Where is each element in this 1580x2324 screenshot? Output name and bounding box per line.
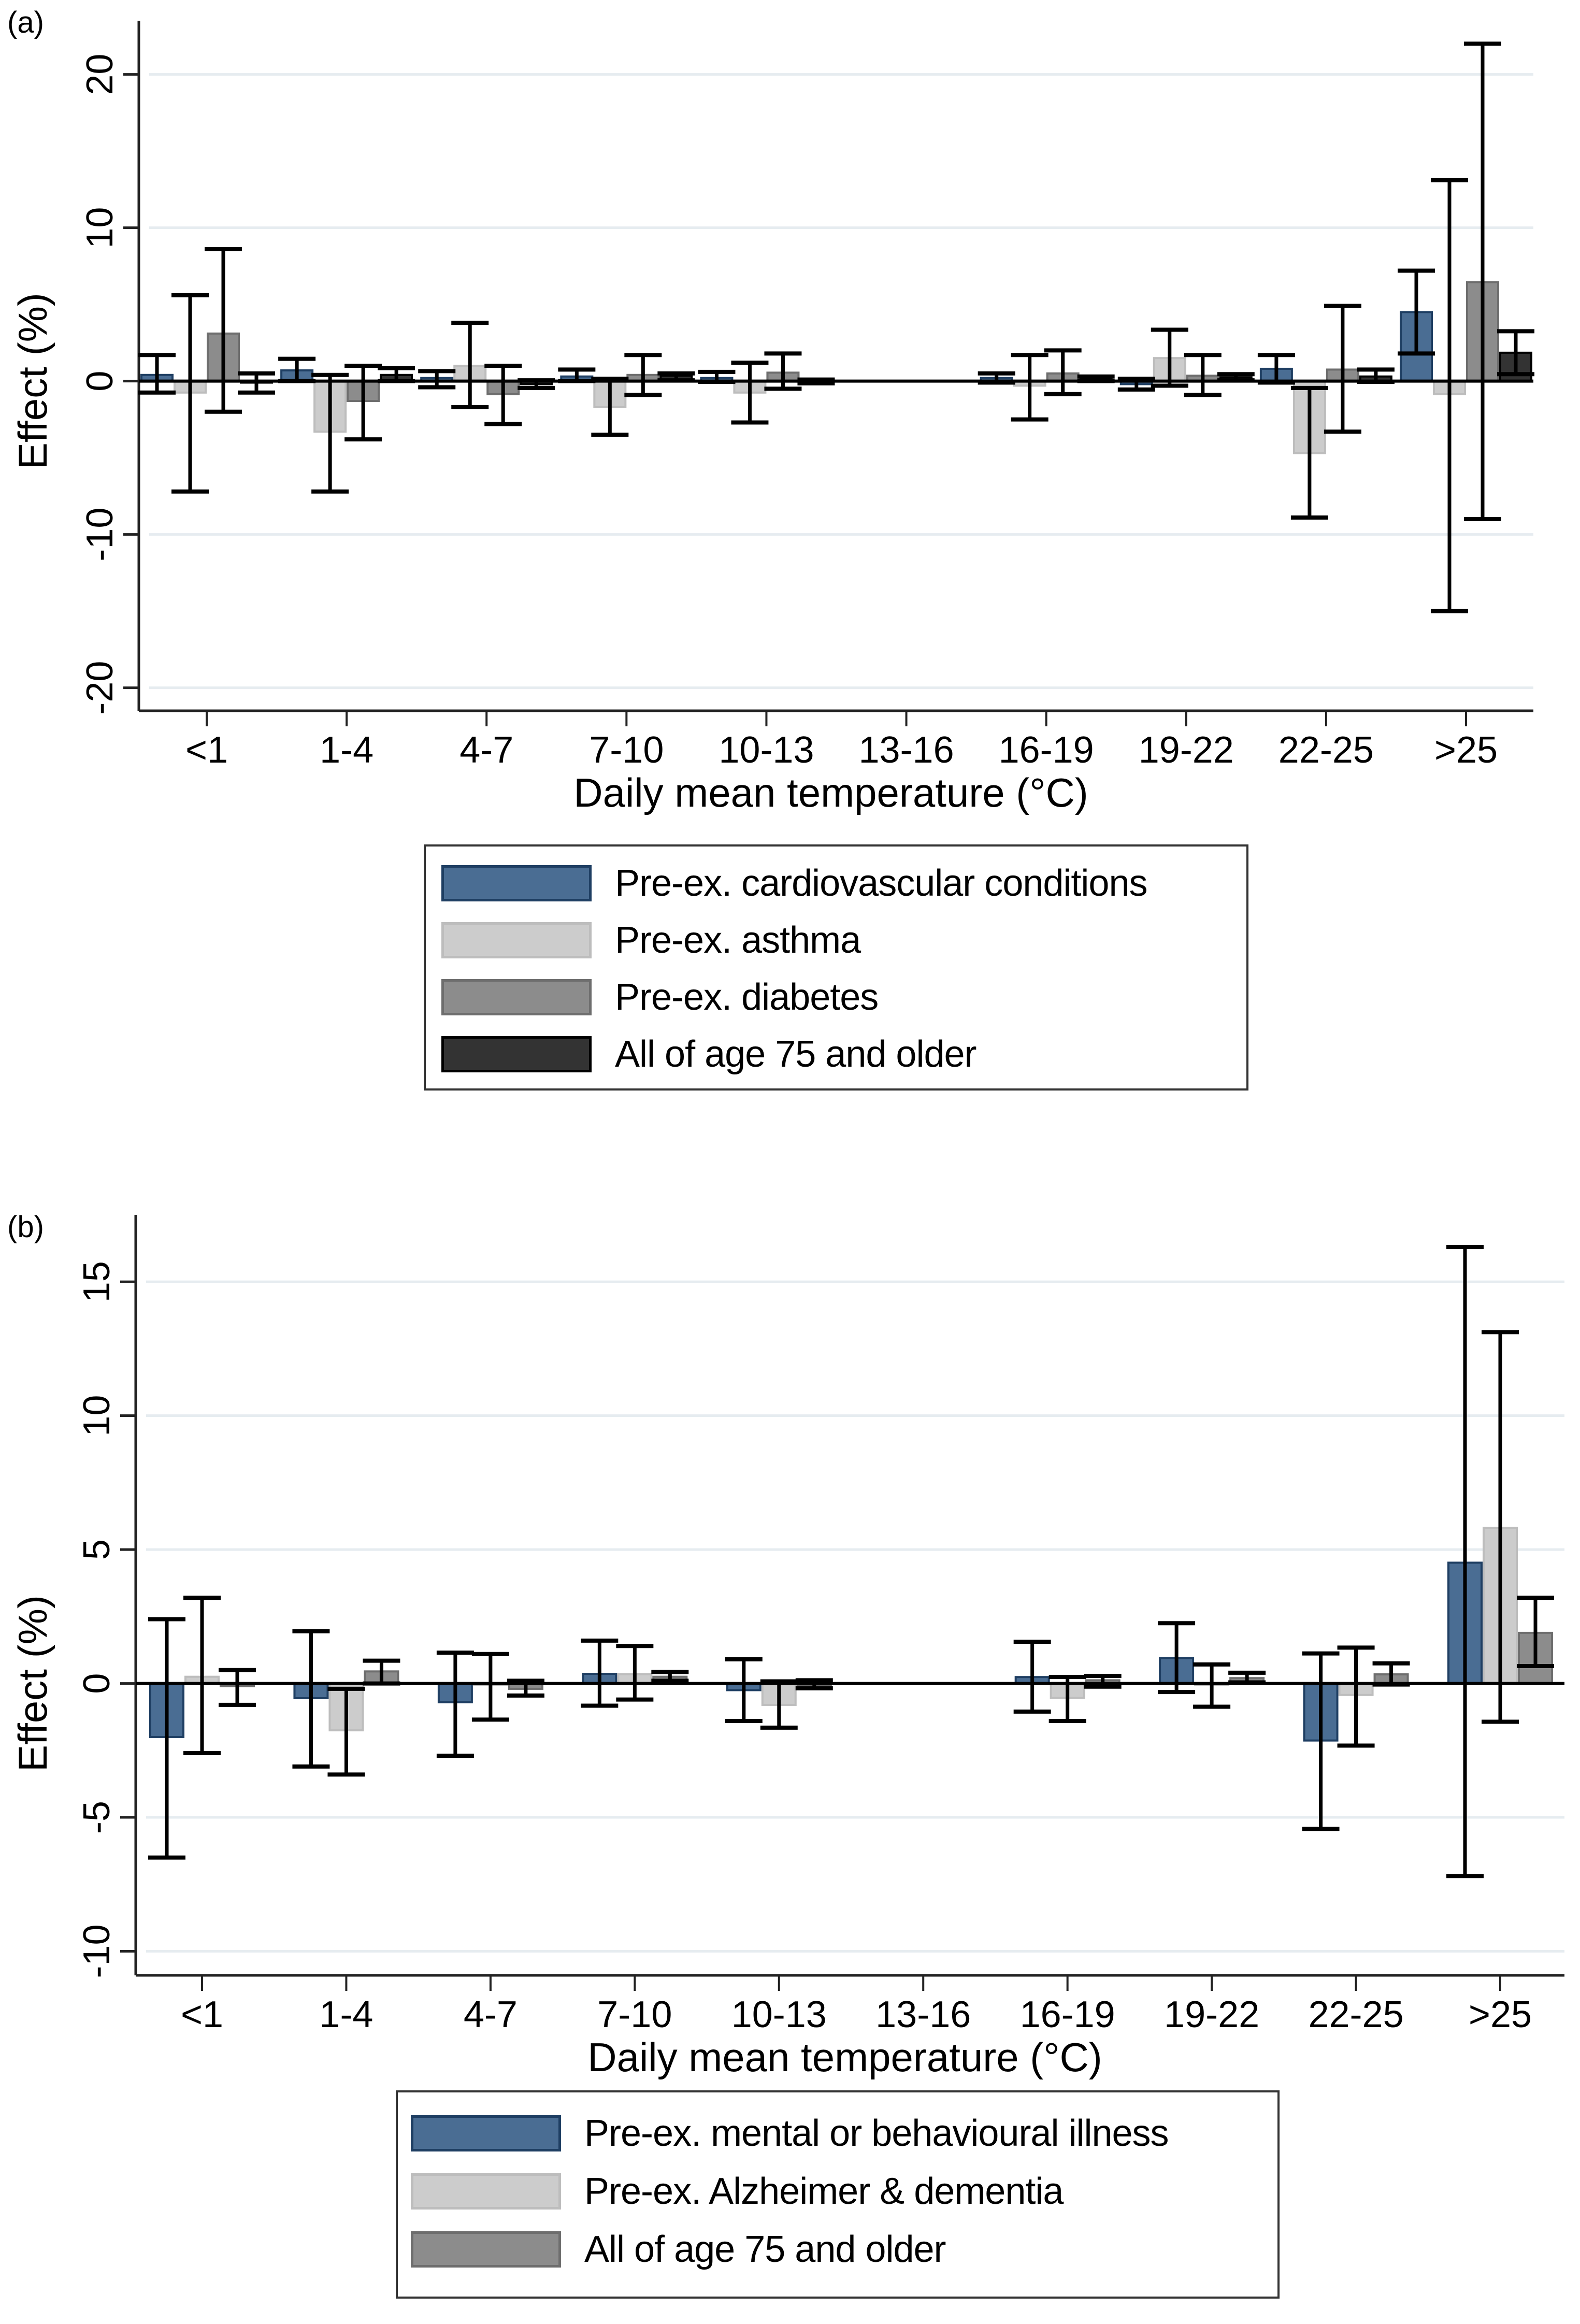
legend-a: Pre-ex. cardiovascular conditions Pre-ex… <box>424 844 1248 1091</box>
y-tick-label: 0 <box>76 1673 118 1694</box>
y-axis-title: Effect (%) <box>10 293 55 469</box>
y-tick-label: 20 <box>79 54 121 95</box>
legend-label: Pre-ex. mental or behavioural illness <box>584 2113 1169 2154</box>
x-tick-label: 22-25 <box>1279 729 1374 771</box>
legend-item: Pre-ex. asthma <box>441 919 861 962</box>
legend-label: All of age 75 and older <box>584 2229 946 2270</box>
y-tick-label: -10 <box>76 1924 118 1978</box>
legend-item: All of age 75 and older <box>411 2228 946 2271</box>
legend-item: Pre-ex. diabetes <box>441 976 879 1018</box>
legend-item: All of age 75 and older <box>441 1033 977 1075</box>
chart-a: -20 -10 0 10 20 Effect (%) <1 1-4 4-7 7-10 10-13 13… <box>10 21 1534 815</box>
legend-swatch-mental <box>411 2115 561 2151</box>
legend-swatch-asthma <box>441 922 592 958</box>
y-tick-label: 0 <box>79 371 121 392</box>
legend-item: Pre-ex. mental or behavioural illness <box>411 2112 1169 2155</box>
y-tick-label: 10 <box>79 207 121 249</box>
x-tick-label: 13-16 <box>875 1994 971 2035</box>
x-tick-label: <1 <box>185 729 228 771</box>
x-tick-label: >25 <box>1434 729 1498 771</box>
legend-label: Pre-ex. Alzheimer & dementia <box>584 2171 1064 2212</box>
x-tick-label: 22-25 <box>1308 1994 1403 2035</box>
x-tick-label: 1-4 <box>319 1994 373 2035</box>
x-axis-title: Daily mean temperature (°C) <box>587 2034 1102 2080</box>
x-tick-label: 7-10 <box>589 729 664 771</box>
legend-label: Pre-ex. cardiovascular conditions <box>615 863 1147 904</box>
y-tick-label: 10 <box>76 1395 118 1437</box>
panel-label-a: (a) <box>7 6 44 39</box>
x-tick-label: 4-7 <box>459 729 513 771</box>
legend-label: Pre-ex. diabetes <box>615 977 879 1018</box>
x-tick-label: 13-16 <box>858 729 954 771</box>
x-tick-label: 4-7 <box>464 1994 518 2035</box>
y-tick-label: -5 <box>76 1801 118 1834</box>
legend-item: Pre-ex. Alzheimer & dementia <box>411 2170 1064 2213</box>
chart-b: -10 -5 0 5 10 15 Effect (%) <1 1-4 4-7 7-10 10-13 13… <box>10 1215 1564 2080</box>
x-tick-label: 10-13 <box>719 729 814 771</box>
x-tick-label: <1 <box>181 1994 223 2035</box>
legend-swatch-cardiovascular <box>441 865 592 901</box>
x-tick-label: >25 <box>1469 1994 1532 2035</box>
y-tick-label: 5 <box>76 1539 118 1560</box>
x-tick-label: 16-19 <box>999 729 1094 771</box>
x-tick-label: 10-13 <box>731 1994 827 2035</box>
legend-swatch-alzheimer <box>411 2173 561 2210</box>
x-tick-label: 19-22 <box>1164 1994 1259 2035</box>
x-tick-label: 1-4 <box>320 729 374 771</box>
legend-b: Pre-ex. mental or behavioural illness Pr… <box>396 2090 1280 2299</box>
legend-item: Pre-ex. cardiovascular conditions <box>441 862 1147 905</box>
legend-label: Pre-ex. asthma <box>615 920 861 961</box>
y-tick-label: -10 <box>79 508 121 562</box>
legend-swatch-diabetes <box>441 979 592 1015</box>
legend-swatch-age75 <box>441 1036 592 1072</box>
x-tick-label: 7-10 <box>597 1994 672 2035</box>
y-tick-label: -20 <box>79 661 121 715</box>
panel-label-b: (b) <box>7 1210 44 1244</box>
legend-label: All of age 75 and older <box>615 1034 977 1075</box>
x-axis-title: Daily mean temperature (°C) <box>573 770 1088 815</box>
x-tick-label: 16-19 <box>1020 1994 1115 2035</box>
y-tick-label: 15 <box>76 1261 118 1302</box>
legend-swatch-age75 <box>411 2231 561 2268</box>
x-tick-label: 19-22 <box>1139 729 1234 771</box>
y-axis-title: Effect (%) <box>10 1595 55 1772</box>
